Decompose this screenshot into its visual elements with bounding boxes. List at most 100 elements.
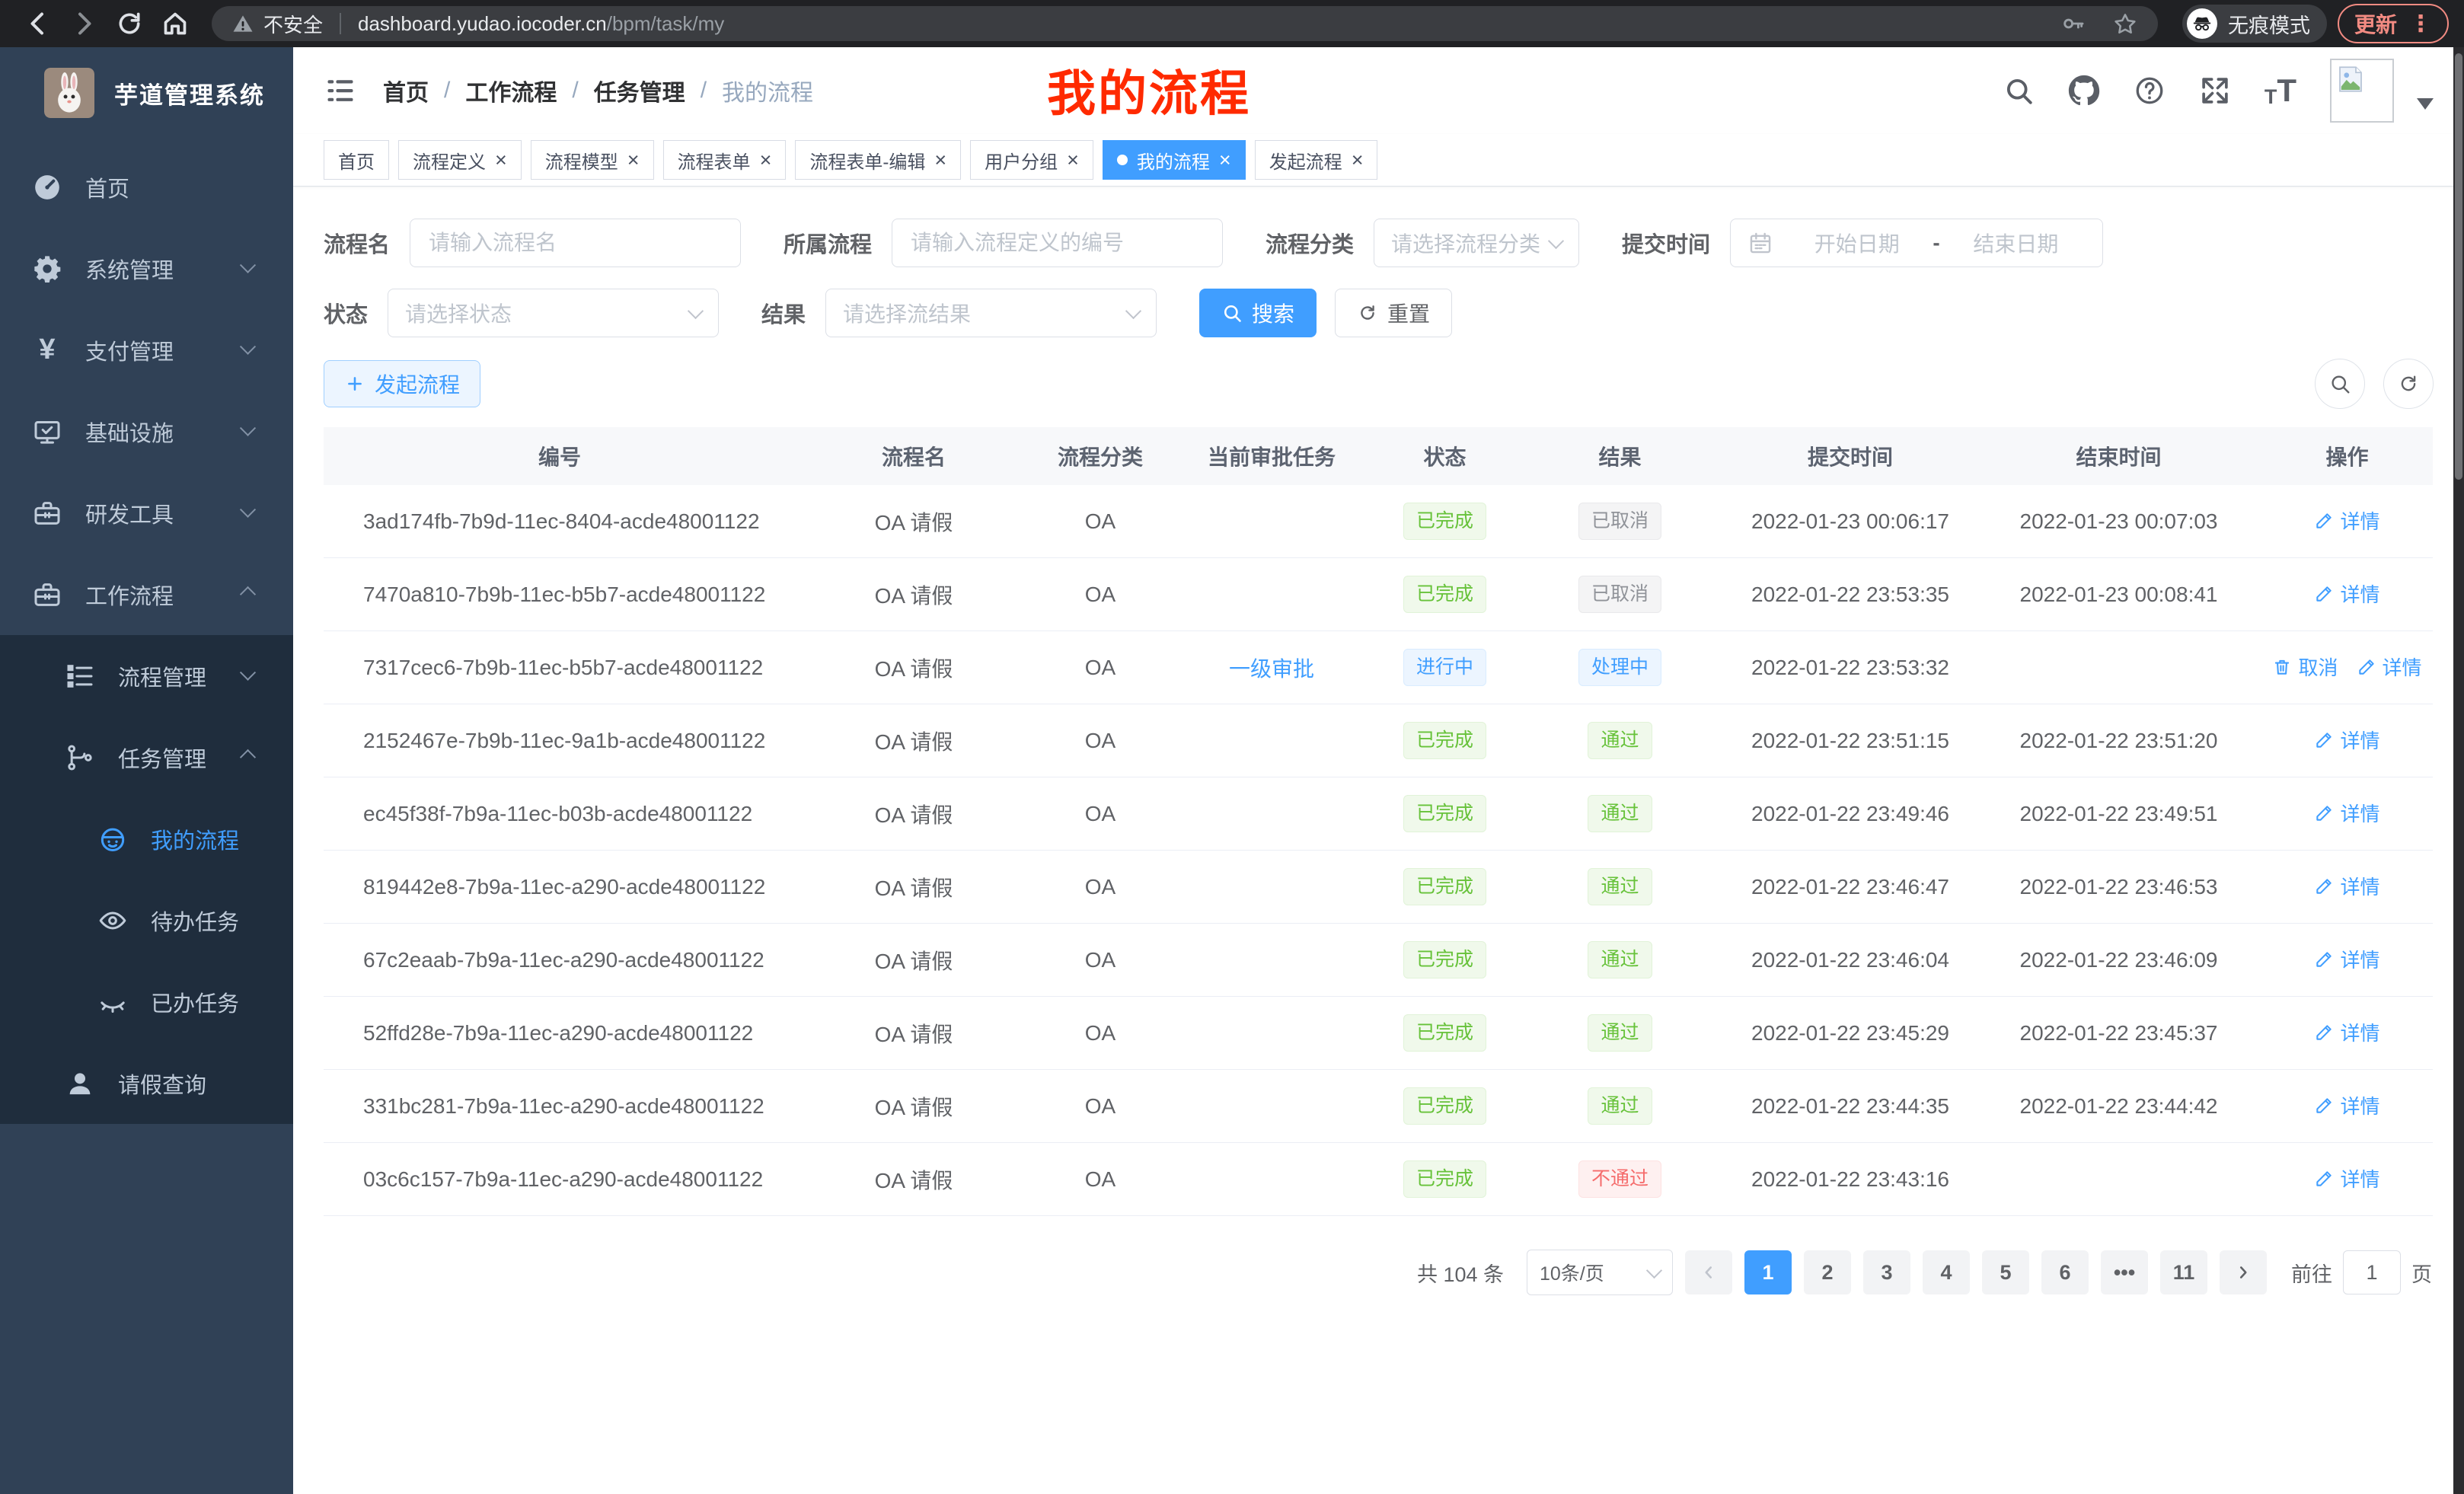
home-icon[interactable]	[158, 8, 192, 39]
date-range-picker[interactable]: 开始日期 - 结束日期	[1730, 219, 2104, 267]
filter-input-1[interactable]	[892, 219, 1224, 267]
cell-name: OA 请假	[874, 1022, 953, 1046]
sidebar-item-2[interactable]: ¥ 支付管理	[0, 309, 293, 391]
bookmark-star-icon[interactable]	[2112, 11, 2138, 37]
detail-link[interactable]: 详情	[2314, 945, 2380, 973]
filter-select-0[interactable]: 请选择状态	[388, 289, 720, 337]
close-icon[interactable]: ×	[1218, 148, 1231, 171]
jump-page-input[interactable]	[2343, 1250, 2401, 1294]
page-button-6[interactable]: 6	[2041, 1250, 2089, 1294]
not-secure-label[interactable]: 不安全	[263, 13, 324, 37]
url-domain[interactable]: dashboard.yudao.iocoder.cn	[358, 11, 607, 35]
status-badge: 已完成	[1403, 576, 1486, 613]
tab-0[interactable]: 首页	[324, 140, 389, 180]
app-title: 芋道管理系统	[114, 81, 265, 109]
close-icon[interactable]: ×	[627, 148, 640, 171]
scrollbar-thumb[interactable]	[2455, 53, 2462, 480]
page-button-5[interactable]: 5	[1982, 1250, 2029, 1294]
tab-label: 我的流程	[1136, 152, 1210, 173]
close-icon[interactable]: ×	[934, 148, 947, 171]
sidebar-item-1[interactable]: 系统管理	[0, 228, 293, 309]
task-link[interactable]: 一级审批	[1228, 656, 1314, 681]
tab-7[interactable]: 发起流程 ×	[1254, 140, 1378, 180]
page-button-1[interactable]: 1	[1744, 1250, 1792, 1294]
tab-4[interactable]: 流程表单-编辑 ×	[795, 140, 962, 180]
sidebar-item-0[interactable]: 首页	[0, 146, 293, 228]
edit-icon	[2357, 657, 2376, 677]
sidebar-fold-icon[interactable]	[324, 74, 357, 107]
sidebar-item-label: 工作流程	[85, 584, 174, 609]
tab-5[interactable]: 用户分组 ×	[970, 140, 1093, 180]
detail-link[interactable]: 详情	[2357, 653, 2422, 681]
next-page-button[interactable]	[2220, 1250, 2267, 1294]
avatar-caret-icon[interactable]	[2417, 97, 2434, 110]
end-date-placeholder: 结束日期	[1973, 232, 2059, 256]
page-button-3[interactable]: 3	[1863, 1250, 1910, 1294]
start-process-button[interactable]: 发起流程	[324, 360, 481, 407]
detail-link[interactable]: 详情	[2314, 1018, 2380, 1046]
cell-actions: 详情	[2261, 1018, 2433, 1048]
sidebar-item-11[interactable]: 请假查询	[0, 1042, 293, 1124]
detail-link[interactable]: 详情	[2314, 726, 2380, 754]
tab-3[interactable]: 流程表单 ×	[662, 140, 787, 180]
search-button[interactable]: 搜索	[1199, 289, 1317, 337]
filter-select-2[interactable]: 请选择流程分类	[1374, 219, 1580, 267]
update-label[interactable]: 更新	[2354, 13, 2397, 37]
url-bar[interactable]: 不安全 dashboard.yudao.iocoder.cn/bpm/task/…	[212, 6, 2158, 41]
cell-actions: 详情	[2261, 872, 2433, 902]
help-icon[interactable]	[2134, 75, 2166, 107]
detail-link[interactable]: 详情	[2314, 506, 2380, 535]
sidebar-item-4[interactable]: 研发工具	[0, 472, 293, 554]
fullscreen-icon[interactable]	[2199, 75, 2231, 107]
table-refresh-button[interactable]	[2383, 359, 2434, 409]
sidebar-item-8[interactable]: 我的流程	[0, 798, 293, 879]
forward-icon[interactable]	[67, 8, 101, 39]
close-icon[interactable]: ×	[759, 148, 772, 171]
prev-page-button[interactable]	[1685, 1250, 1732, 1294]
sidebar-item-9[interactable]: 待办任务	[0, 879, 293, 961]
filter-input-0[interactable]	[410, 219, 742, 267]
cancel-link[interactable]: 取消	[2272, 653, 2338, 681]
filter-select-1[interactable]: 请选择流结果	[825, 289, 1157, 337]
page-button-2[interactable]: 2	[1804, 1250, 1851, 1294]
breadcrumb-item[interactable]: 任务管理	[593, 81, 685, 106]
more-pages-button[interactable]: •••	[2101, 1250, 2148, 1294]
url-path[interactable]: /bpm/task/my	[606, 11, 725, 35]
close-icon[interactable]: ×	[495, 148, 507, 171]
browser-menu-icon[interactable]: ⋮	[2409, 11, 2432, 37]
detail-link[interactable]: 详情	[2314, 579, 2380, 608]
detail-link[interactable]: 详情	[2314, 1091, 2380, 1119]
breadcrumb-item[interactable]: 工作流程	[465, 81, 557, 106]
tab-2[interactable]: 流程模型 ×	[530, 140, 654, 180]
update-button[interactable]: 更新 ⋮	[2337, 4, 2449, 43]
page-size-select[interactable]: 10条/页	[1527, 1250, 1673, 1295]
page-button-4[interactable]: 4	[1923, 1250, 1970, 1294]
table-search-button[interactable]	[2315, 359, 2365, 409]
github-icon[interactable]	[2068, 75, 2100, 107]
key-icon[interactable]	[2060, 11, 2086, 37]
close-icon[interactable]: ×	[1067, 148, 1079, 171]
detail-link[interactable]: 详情	[2314, 872, 2380, 900]
tab-6[interactable]: 我的流程 ×	[1102, 140, 1246, 180]
page-button-11[interactable]: 11	[2160, 1250, 2207, 1294]
tab-1[interactable]: 流程定义 ×	[398, 140, 522, 180]
result-badge: 不通过	[1578, 1160, 1661, 1198]
filter-label: 所属流程	[784, 233, 873, 257]
reload-icon[interactable]	[113, 8, 146, 39]
sidebar-item-6[interactable]: 流程管理	[0, 635, 293, 717]
sidebar-item-10[interactable]: 已办任务	[0, 961, 293, 1042]
sidebar-item-5[interactable]: 工作流程	[0, 554, 293, 635]
table-row: ec45f38f-7b9a-11ec-b03b-acde48001122 OA 请…	[324, 777, 2433, 851]
detail-link[interactable]: 详情	[2314, 1164, 2380, 1192]
close-icon[interactable]: ×	[1351, 148, 1364, 171]
page-scrollbar[interactable]	[2453, 47, 2464, 1494]
breadcrumb-item[interactable]: 首页	[383, 81, 429, 106]
reset-button[interactable]: 重置	[1335, 289, 1453, 337]
detail-link[interactable]: 详情	[2314, 799, 2380, 827]
sidebar-item-3[interactable]: 基础设施	[0, 391, 293, 472]
search-icon[interactable]	[2003, 75, 2035, 107]
sidebar-item-7[interactable]: 任务管理	[0, 717, 293, 798]
avatar[interactable]	[2330, 59, 2394, 123]
back-icon[interactable]	[21, 8, 55, 39]
